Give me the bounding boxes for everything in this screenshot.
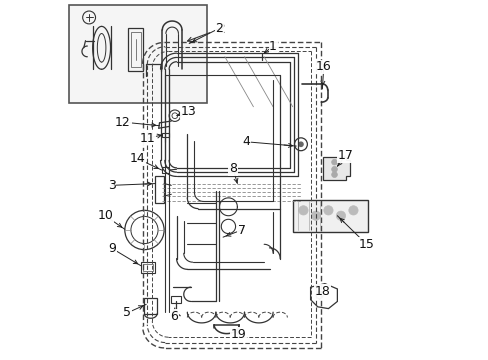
Text: 13: 13	[180, 105, 196, 118]
Text: 12: 12	[115, 116, 131, 129]
Text: 3: 3	[107, 179, 115, 192]
Text: 19: 19	[230, 328, 245, 341]
Text: 17: 17	[337, 149, 352, 162]
Circle shape	[336, 211, 345, 220]
Text: 2: 2	[217, 22, 225, 36]
Text: 5: 5	[123, 306, 131, 319]
Circle shape	[331, 159, 337, 165]
Circle shape	[331, 166, 337, 172]
Circle shape	[348, 206, 357, 215]
Text: 6: 6	[170, 310, 178, 323]
Text: 15: 15	[358, 238, 374, 251]
Bar	[144, 298, 157, 314]
Bar	[130, 32, 140, 67]
Bar	[292, 200, 367, 232]
Text: 2: 2	[215, 22, 223, 35]
Bar	[142, 264, 153, 271]
Bar	[141, 262, 155, 273]
Bar	[69, 5, 206, 103]
Text: 8: 8	[228, 162, 237, 175]
Circle shape	[311, 211, 320, 220]
Bar	[128, 28, 142, 71]
Text: 1: 1	[268, 40, 276, 53]
Text: 7: 7	[237, 224, 245, 237]
Circle shape	[298, 206, 307, 215]
Text: 16: 16	[315, 60, 331, 73]
Circle shape	[298, 141, 303, 147]
Text: 18: 18	[314, 285, 329, 298]
Polygon shape	[323, 157, 349, 180]
Circle shape	[323, 206, 332, 215]
Bar	[155, 176, 164, 203]
Text: 4: 4	[242, 135, 250, 148]
Bar	[162, 133, 168, 137]
Bar	[162, 167, 169, 173]
Text: 14: 14	[129, 152, 145, 165]
Text: 10: 10	[97, 209, 113, 222]
Bar	[171, 296, 180, 302]
Text: 9: 9	[108, 242, 116, 255]
Text: 11: 11	[139, 132, 155, 145]
Circle shape	[331, 172, 337, 177]
